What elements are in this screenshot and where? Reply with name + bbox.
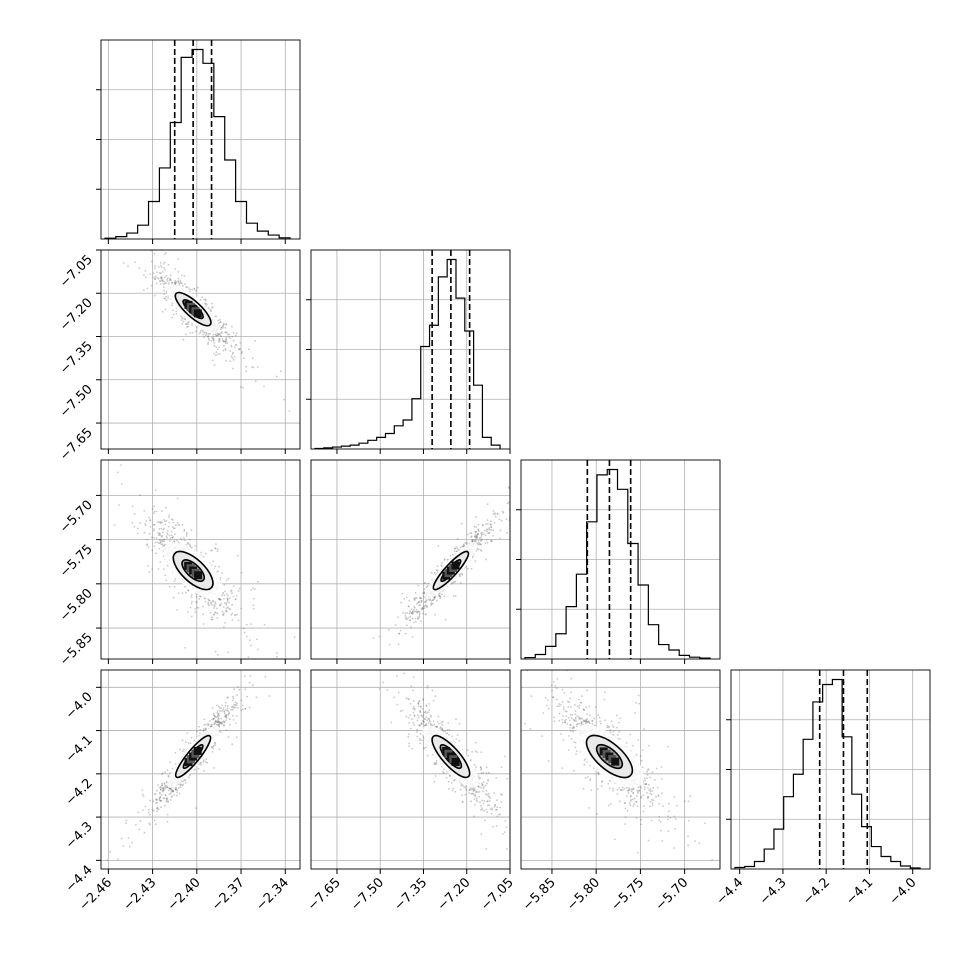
density-cell [451,757,460,766]
hist-grid [731,670,930,869]
x-tick-label: −5.80 [564,875,603,914]
scatter-grid [521,670,720,869]
x-tick-label: −4.4 [714,875,747,908]
y-tick-label: −7.50 [57,382,96,421]
x-tick-label: −2.40 [165,875,204,914]
x-tick-label: −2.37 [209,875,248,914]
hist-grid [521,460,720,659]
x-tick-label: −7.05 [478,875,517,914]
density-cell [193,746,202,755]
x-tick-label: −2.34 [253,875,292,914]
histogram-bars [524,468,711,659]
panel-frame [310,459,511,660]
scatter-points [372,486,510,646]
density-cell [451,561,460,570]
y-tick-label: −7.35 [57,339,96,378]
x-tick-label: −4.2 [800,875,833,908]
scatter-grid [311,670,511,869]
y-tick-label: −4.0 [63,690,96,723]
density-cell [194,571,203,580]
y-tick-label: −4.3 [63,819,96,852]
histogram-bars [314,258,501,450]
x-tick-label: −7.50 [348,875,387,914]
scatter-grid [101,249,300,449]
panel-frame [100,669,301,870]
x-tick-label: −7.20 [435,875,474,914]
density-cell [193,309,202,318]
panel-frame [520,669,721,870]
x-tick-label: −5.70 [653,875,692,914]
density-cell [611,757,620,766]
histogram-bars [734,678,921,869]
x-tick-label: −2.43 [121,875,160,914]
hist-grid [101,40,300,239]
y-tick-label: −4.1 [63,733,96,766]
panel-frame [100,249,301,450]
y-tick-label: −5.75 [57,542,96,581]
y-tick-label: −5.70 [57,498,96,537]
x-tick-label: −7.65 [305,875,344,914]
x-tick-label: −7.35 [392,875,431,914]
x-tick-label: −4.1 [843,875,876,908]
x-tick-label: −4.3 [757,875,790,908]
x-tick-label: −4.0 [887,875,920,908]
x-tick-label: −5.75 [608,875,647,914]
scatter-grid [101,670,300,869]
y-tick-label: −4.2 [63,776,96,809]
panel-frame [100,459,301,660]
scatter-grid [311,460,511,659]
y-tick-label: −7.20 [57,295,96,334]
y-tick-label: −5.80 [57,586,96,625]
y-tick-label: −7.05 [57,252,96,291]
panel-frame [310,669,511,870]
y-tick-label: −7.65 [57,425,96,464]
hist-grid [311,250,511,449]
x-tick-label: −5.85 [520,875,559,914]
y-tick-label: −5.85 [57,630,96,669]
histogram-bars [104,48,291,239]
